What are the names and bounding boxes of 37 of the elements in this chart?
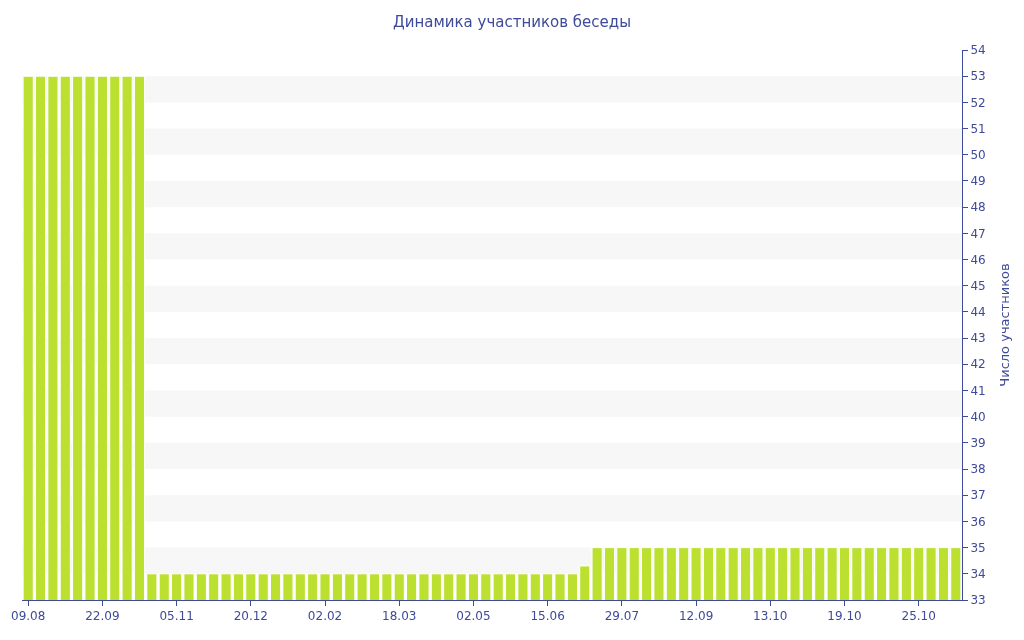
y-tick-label: 40 [970, 409, 986, 424]
y-tick-label: 47 [970, 226, 986, 241]
y-tick-label: 52 [970, 95, 986, 110]
x-tick-label: 20.12 [233, 609, 268, 624]
y-tick-label: 39 [970, 436, 986, 451]
x-tick-label: 02.05 [456, 609, 491, 624]
y-tick-label: 54 [970, 43, 986, 58]
y-tick-label: 34 [970, 567, 986, 582]
y-tick-label: 53 [970, 69, 986, 84]
x-tick-label: 13.10 [753, 609, 788, 624]
y-tick-label: 37 [970, 488, 986, 503]
x-tick-label: 25.10 [901, 609, 936, 624]
x-tick-label: 05.11 [159, 609, 194, 624]
y-tick-label: 51 [970, 121, 986, 136]
x-tick-label: 09.08 [11, 609, 46, 624]
y-tick-label: 35 [970, 540, 986, 555]
x-tick-label: 02.02 [307, 609, 343, 624]
chart-title: Динамика участников беседы [392, 12, 632, 31]
y-tick-label: 38 [970, 462, 986, 477]
y-tick-label: 42 [970, 357, 986, 372]
x-tick-label: 12.09 [678, 609, 714, 624]
y-tick-label: 36 [970, 514, 986, 529]
y-tick-label: 41 [970, 383, 986, 398]
y-tick-label: 46 [970, 252, 986, 267]
x-tick-label: 18.03 [382, 609, 417, 624]
y-tick-label: 45 [970, 278, 986, 293]
y-tick-label: 43 [970, 331, 986, 346]
y-tick-label: 48 [970, 200, 986, 215]
y-axis-title: Число участников [997, 263, 1013, 387]
y-tick-label: 49 [970, 174, 986, 189]
x-tick-label: 15.06 [530, 609, 565, 624]
y-tick-label: 50 [970, 147, 986, 162]
x-tick-label: 19.10 [827, 609, 862, 624]
y-tick-label: 33 [970, 593, 986, 608]
y-tick-label: 44 [970, 305, 986, 320]
x-tick-label: 22.09 [85, 609, 120, 624]
x-tick-label: 29.07 [604, 609, 640, 624]
